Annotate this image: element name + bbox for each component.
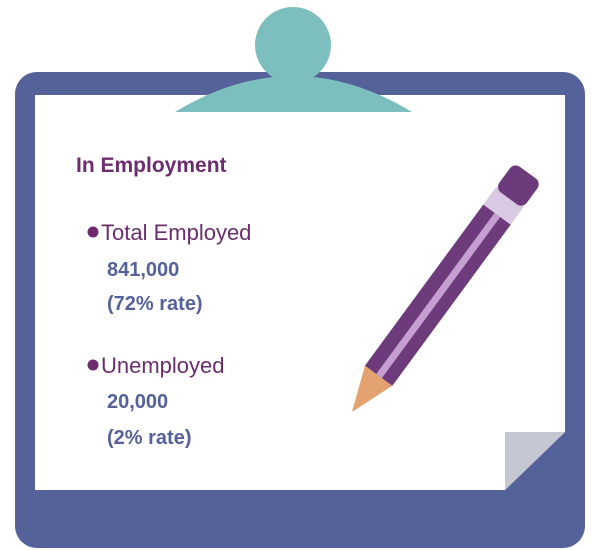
pencil-tip — [352, 365, 393, 412]
item-rate: (72% rate) — [107, 293, 203, 315]
item-label: Unemployed — [101, 353, 225, 378]
item-value: 20,000 — [107, 391, 168, 413]
pencil-ferrule — [483, 186, 524, 225]
clip-base — [175, 76, 412, 112]
item-rate: (2% rate) — [107, 427, 191, 449]
bullet — [87, 226, 99, 238]
pencil-stripe — [376, 212, 501, 379]
clip-knob — [255, 7, 331, 83]
pencil — [352, 165, 539, 412]
title: In Employment — [76, 154, 227, 177]
pencil-eraser — [497, 165, 539, 206]
item-label: Total Employed — [101, 220, 251, 245]
bullet — [87, 359, 99, 371]
paper-fold — [505, 432, 565, 490]
paper — [35, 95, 565, 490]
item-value: 841,000 — [107, 259, 179, 281]
